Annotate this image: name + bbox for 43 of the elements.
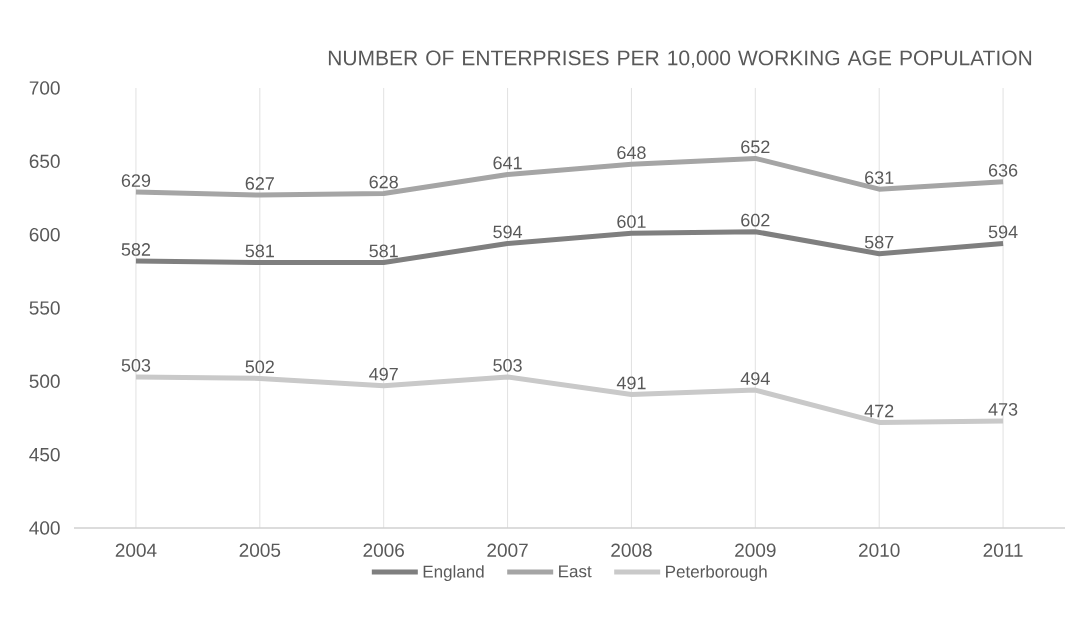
data-label: 648 xyxy=(617,146,646,160)
legend-label: England xyxy=(423,565,484,582)
x-tick-label: 2011 xyxy=(983,543,1023,557)
x-tick-label: 2005 xyxy=(239,543,281,557)
data-label: 581 xyxy=(245,244,274,258)
data-label: 473 xyxy=(988,402,1018,416)
legend-label: East xyxy=(559,565,592,578)
data-label: 587 xyxy=(864,235,894,249)
data-label: 601 xyxy=(617,215,646,228)
y-tick-label: 500 xyxy=(29,374,60,389)
data-label: 581 xyxy=(369,244,398,258)
x-tick-label: 2008 xyxy=(611,543,652,557)
data-label: 628 xyxy=(369,175,398,189)
data-label: 503 xyxy=(121,358,151,372)
y-tick-label: 650 xyxy=(29,154,60,169)
data-label: 629 xyxy=(121,174,151,187)
data-label: 594 xyxy=(988,225,1018,239)
data-label: 503 xyxy=(493,358,522,372)
data-label: 497 xyxy=(369,367,398,381)
data-label: 641 xyxy=(493,156,522,170)
data-label: 602 xyxy=(741,213,770,227)
data-label: 582 xyxy=(121,243,151,256)
x-tick-label: 2004 xyxy=(115,543,157,557)
data-label: 631 xyxy=(865,171,894,184)
data-label: 636 xyxy=(988,163,1018,177)
x-tick-label: 2010 xyxy=(859,543,900,557)
data-label: 502 xyxy=(245,360,274,374)
data-label: 494 xyxy=(740,372,770,385)
y-tick-label: 600 xyxy=(29,227,60,242)
y-tick-label: 400 xyxy=(29,521,60,535)
y-tick-label: 550 xyxy=(29,301,60,315)
x-tick-label: 2007 xyxy=(487,543,528,557)
data-label: 472 xyxy=(864,404,894,418)
y-tick-label: 450 xyxy=(29,447,60,462)
y-tick-label: 700 xyxy=(29,81,60,95)
data-label: 491 xyxy=(616,376,646,390)
x-tick-label: 2009 xyxy=(735,543,776,557)
chart-title: NUMBER OF ENTERPRISES PER 10,000 WORKING AGE POPULATION xyxy=(328,50,1032,68)
legend-label: Peterborough xyxy=(666,565,767,582)
x-tick-label: 2006 xyxy=(363,543,404,557)
data-label: 627 xyxy=(245,177,274,190)
data-label: 594 xyxy=(493,225,523,239)
data-label: 652 xyxy=(741,140,770,154)
